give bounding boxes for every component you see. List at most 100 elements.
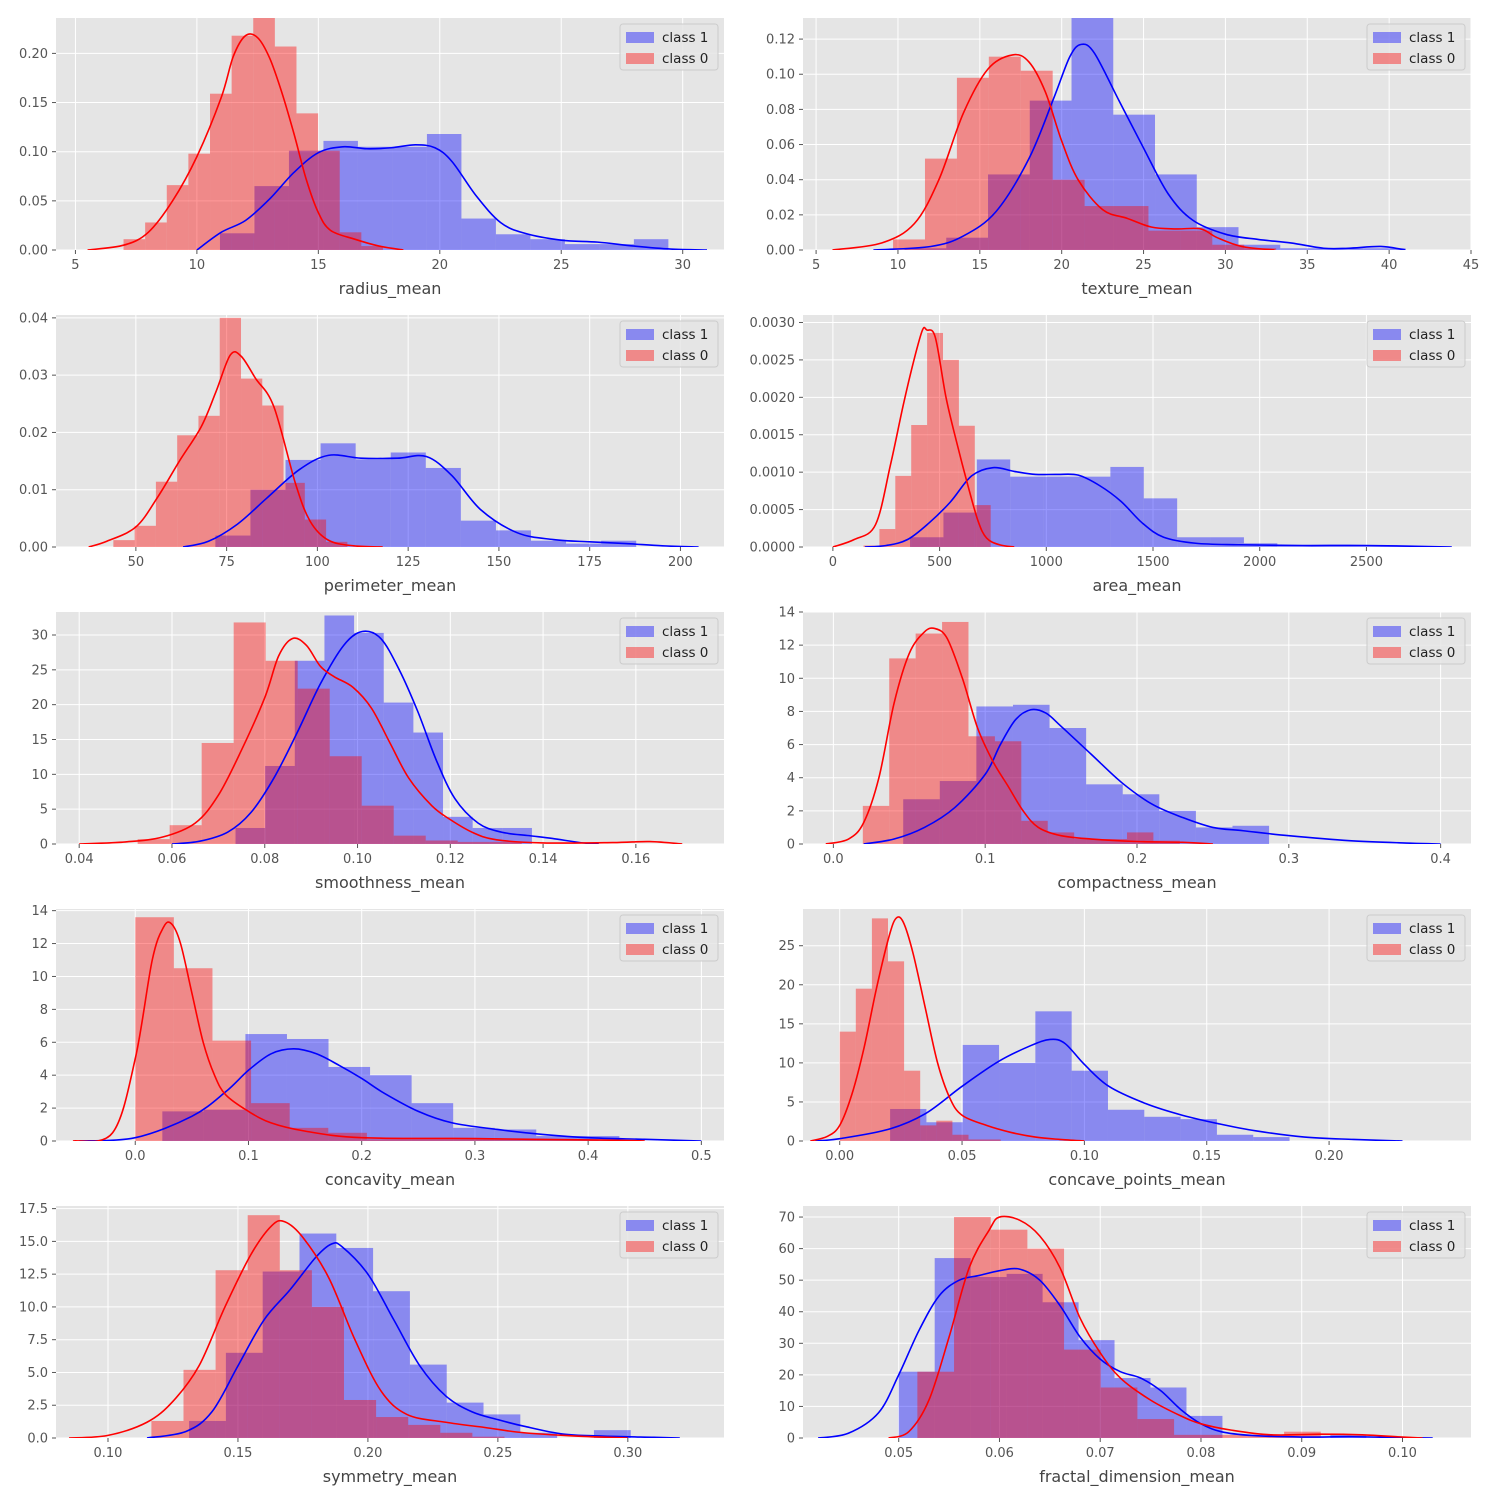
kde-line-class-0 bbox=[832, 326, 1015, 547]
y-tick-label: 10 bbox=[31, 970, 48, 985]
legend-box bbox=[1366, 23, 1466, 71]
histogram-bar bbox=[328, 1066, 371, 1141]
subplot-symmetry-mean: 0.10 0.15 0.20 0.25 0.30 0.0 2.5 5.0 7.5 10.0 12.5… bbox=[19, 1202, 724, 1487]
gridlines bbox=[803, 909, 1471, 1142]
x-tick-label: 0.12 bbox=[436, 852, 465, 867]
y-tick-label: 0 bbox=[787, 1432, 795, 1447]
histogram-bar bbox=[311, 1306, 344, 1438]
histogram-bar bbox=[536, 1136, 578, 1141]
y-tick-label: 0.10 bbox=[19, 145, 48, 160]
legend-box bbox=[1366, 1211, 1466, 1259]
histogram-bar bbox=[425, 840, 458, 844]
x-axis-label: texture_mean bbox=[1081, 279, 1192, 299]
legend: class 1 class 0 bbox=[619, 23, 719, 71]
x-tick-label: 40 bbox=[1381, 258, 1398, 273]
legend-swatch bbox=[1373, 647, 1401, 658]
x-tick-label: 30 bbox=[1217, 258, 1234, 273]
histogram-bar bbox=[355, 459, 391, 547]
x-tick-label: 0.06 bbox=[157, 852, 186, 867]
x-tick-label: 0.2 bbox=[351, 1149, 372, 1164]
chart-marks bbox=[79, 615, 683, 844]
legend-label: class 0 bbox=[1409, 1239, 1455, 1255]
y-tick-label: 0.0000 bbox=[750, 541, 796, 556]
y-tick-label: 70 bbox=[778, 1211, 795, 1226]
legend-label: class 0 bbox=[1409, 51, 1455, 67]
y-tick-label: 4 bbox=[40, 1069, 48, 1084]
legend-swatch bbox=[626, 944, 654, 955]
y-tick-label: 50 bbox=[778, 1274, 795, 1289]
x-axis-label: perimeter_mean bbox=[324, 576, 457, 596]
histogram-bar bbox=[1232, 825, 1270, 844]
y-tick-label: 10 bbox=[31, 768, 48, 783]
x-tick-label: 125 bbox=[396, 555, 421, 570]
histogram-bar bbox=[155, 481, 178, 547]
histogram-bar bbox=[1344, 546, 1378, 547]
x-tick-label: 0.15 bbox=[223, 1446, 252, 1461]
histogram-bar bbox=[999, 1062, 1036, 1141]
x-tick-label: 0.3 bbox=[1278, 852, 1299, 867]
histogram-bar bbox=[1052, 179, 1085, 250]
histogram-bar bbox=[531, 540, 567, 547]
histogram-bar bbox=[219, 317, 242, 547]
legend-swatch bbox=[1373, 32, 1401, 43]
histogram-bar bbox=[1021, 820, 1048, 844]
histogram-bar bbox=[926, 1122, 963, 1141]
histogram-bar bbox=[910, 537, 944, 547]
histogram-bar bbox=[262, 405, 284, 547]
x-tick-label: 0.4 bbox=[578, 1149, 599, 1164]
y-tick-label: 12 bbox=[778, 639, 795, 654]
y-tick-label: 7.5 bbox=[27, 1333, 48, 1348]
y-tick-label: 0.20 bbox=[19, 47, 48, 62]
histogram-bar bbox=[288, 150, 324, 250]
histogram-bar bbox=[383, 702, 414, 844]
x-tick-label: 75 bbox=[218, 555, 235, 570]
histogram-bar bbox=[898, 1371, 935, 1438]
histogram-bar bbox=[1010, 476, 1044, 547]
chart-marks bbox=[68, 1215, 680, 1438]
histogram-bar bbox=[1100, 839, 1127, 844]
y-tick-label: 0.0025 bbox=[750, 353, 796, 368]
gridlines bbox=[56, 1206, 724, 1439]
y-tick-label: 5 bbox=[40, 803, 48, 818]
y-tick-label: 0.00 bbox=[766, 244, 795, 259]
gridlines bbox=[803, 1206, 1471, 1439]
y-tick-label: 30 bbox=[778, 1337, 795, 1352]
legend-box bbox=[1366, 320, 1466, 368]
histogram-bar bbox=[494, 1129, 537, 1141]
y-tick-label: 5 bbox=[787, 1095, 795, 1110]
x-tick-label: 0.20 bbox=[1315, 1149, 1344, 1164]
legend-label: class 1 bbox=[662, 327, 708, 343]
legend-label: class 1 bbox=[1409, 624, 1455, 640]
x-tick-label: 0.10 bbox=[94, 1446, 123, 1461]
legend-swatch bbox=[1373, 944, 1401, 955]
x-axis-label: symmetry_mean bbox=[323, 1467, 458, 1487]
subplot-smoothness-mean: 0.04 0.06 0.08 0.10 0.12 0.14 0.16 0 5 10 15 20 25 30… bbox=[31, 612, 724, 893]
histogram-bar bbox=[225, 1352, 263, 1438]
y-tick-label: 0.0 bbox=[27, 1432, 48, 1447]
subplot-concave-points-mean: 0.00 0.05 0.10 0.15 0.20 0 5 10 15 20 25 concave_po… bbox=[778, 909, 1471, 1190]
y-tick-label: 10.0 bbox=[19, 1300, 48, 1315]
histogram-bar bbox=[169, 825, 202, 844]
histogram-bar bbox=[962, 1044, 1000, 1141]
y-tick-label: 8 bbox=[40, 1003, 48, 1018]
histogram-bar bbox=[954, 1217, 991, 1438]
histogram-bar bbox=[177, 435, 199, 547]
histogram-bar bbox=[482, 1139, 522, 1141]
legend-swatch bbox=[1373, 626, 1401, 637]
y-tick-label: 0.0020 bbox=[750, 391, 796, 406]
x-tick-label: 0.4 bbox=[1430, 852, 1451, 867]
x-tick-label: 2000 bbox=[1243, 555, 1276, 570]
y-tick-label: 0.01 bbox=[19, 483, 48, 498]
x-tick-label: 15 bbox=[972, 258, 989, 273]
histogram-bar bbox=[943, 359, 959, 547]
histogram-bar bbox=[183, 1369, 216, 1438]
x-tick-label: 0.3 bbox=[465, 1149, 486, 1164]
histogram-bar bbox=[489, 841, 522, 844]
histogram-bar bbox=[376, 1417, 409, 1438]
x-tick-label: 0.10 bbox=[1388, 1446, 1417, 1461]
histogram-bar bbox=[210, 93, 232, 250]
legend-label: class 0 bbox=[1409, 645, 1455, 661]
x-tick-label: 35 bbox=[1299, 258, 1316, 273]
histogram-bar bbox=[286, 1038, 329, 1141]
